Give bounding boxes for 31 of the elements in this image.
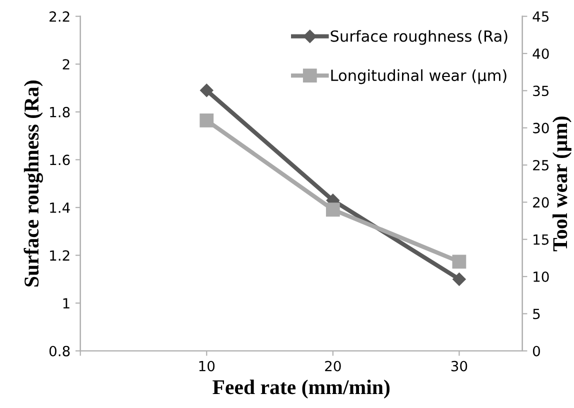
legend-label: Surface roughness (Ra) bbox=[330, 30, 508, 45]
y2-tick-label: 40 bbox=[532, 48, 549, 59]
y-tick-label: 2 bbox=[62, 59, 70, 70]
x-tick-label: 20 bbox=[325, 360, 341, 372]
y2-tick-label: 45 bbox=[532, 11, 549, 22]
y-tick-label: 0.8 bbox=[49, 346, 70, 356]
y-tick-label: 2.2 bbox=[50, 11, 70, 22]
y2-tick-label: 10 bbox=[534, 272, 549, 282]
point bbox=[452, 272, 466, 286]
y-tick-label: 1.2 bbox=[50, 250, 70, 261]
point bbox=[326, 202, 340, 217]
point bbox=[452, 254, 466, 269]
y2-tick-label: 35 bbox=[533, 86, 549, 96]
x-axis-title: Feed rate (mm/min) bbox=[212, 380, 390, 398]
point bbox=[200, 113, 214, 128]
y-axis-title: Surface roughness (Ra) bbox=[24, 80, 43, 286]
y2-tick-label: 15 bbox=[534, 234, 549, 245]
y-tick-label: 1.8 bbox=[50, 106, 70, 118]
point bbox=[200, 84, 214, 97]
y-tick-label: 1 bbox=[63, 298, 70, 308]
y2-tick-label: 5 bbox=[533, 308, 540, 320]
y-tick-label: 1.4 bbox=[50, 202, 70, 213]
legend-label: Longitudinal wear (µm) bbox=[331, 69, 506, 84]
y2-tick-label: 0 bbox=[532, 346, 540, 356]
y2-tick-label: 20 bbox=[533, 197, 549, 208]
y2-tick-label: 25 bbox=[533, 160, 549, 170]
x-tick-label: 10 bbox=[199, 360, 215, 372]
y2-axis-title: Tool wear (µm) bbox=[552, 116, 572, 252]
y-tick-label: 1.6 bbox=[50, 154, 70, 166]
y2-tick-label: 30 bbox=[533, 122, 549, 134]
x-tick-label: 30 bbox=[451, 360, 468, 372]
